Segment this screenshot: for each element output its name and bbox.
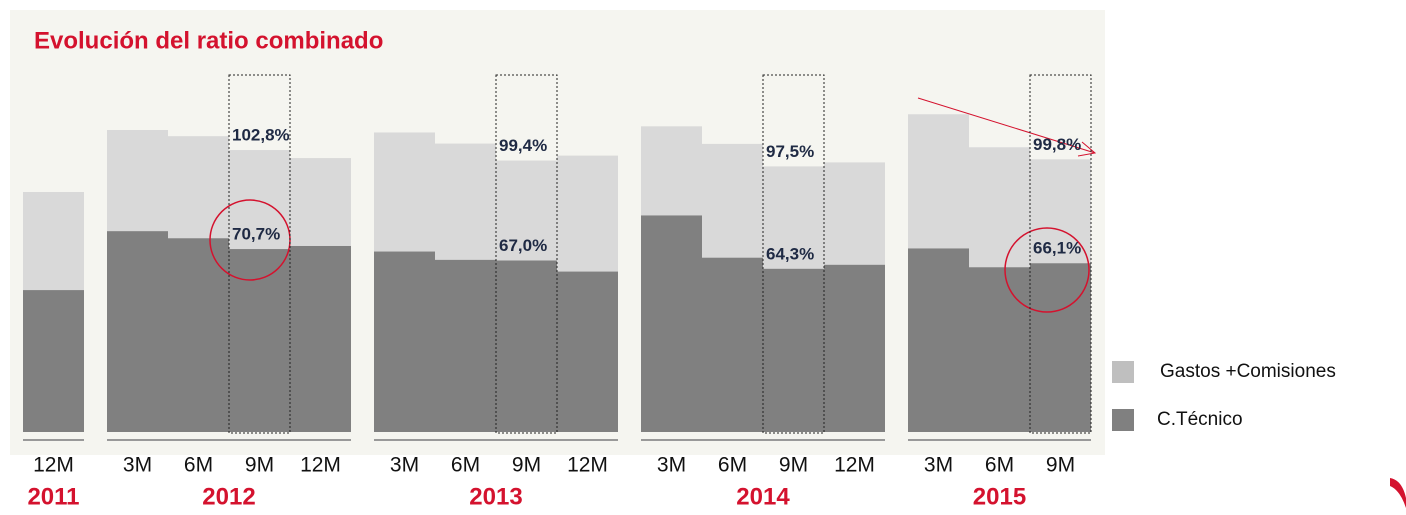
- year-label: 2013: [469, 483, 522, 510]
- bar: [702, 257, 763, 432]
- value-label: 97,5%: [766, 142, 814, 161]
- bar: [168, 238, 229, 432]
- x-tick-label: 6M: [985, 454, 1014, 477]
- bar: [641, 215, 702, 432]
- x-tick-label: 3M: [123, 454, 152, 477]
- value-label: 64,3%: [766, 244, 814, 263]
- x-tick-label: 3M: [390, 454, 419, 477]
- arrow-head: [1077, 141, 1097, 157]
- bar: [557, 271, 618, 432]
- logo-fragment: [1390, 478, 1406, 508]
- x-tick-label: 12M: [834, 454, 875, 477]
- legend-label: Gastos +Comisiones: [1160, 361, 1336, 382]
- x-tick-label: 9M: [512, 454, 541, 477]
- bar: [23, 290, 84, 432]
- x-tick-label: 12M: [567, 454, 608, 477]
- bar: [374, 251, 435, 432]
- highlight-circle: [1004, 227, 1090, 313]
- x-tick-label: 6M: [451, 454, 480, 477]
- year-label: 2012: [202, 483, 255, 510]
- bar: [763, 268, 824, 432]
- value-label: 102,8%: [232, 126, 290, 145]
- x-tick-label: 9M: [779, 454, 808, 477]
- value-label: 66,1%: [1033, 239, 1081, 258]
- value-label: 70,7%: [232, 225, 280, 244]
- x-tick-label: 9M: [245, 454, 274, 477]
- year-label: 2014: [736, 483, 790, 510]
- legend-swatch: [1112, 409, 1134, 431]
- x-tick-label: 6M: [184, 454, 213, 477]
- chart-title: Evolución del ratio combinado: [34, 27, 383, 54]
- value-label: 99,8%: [1033, 135, 1081, 154]
- year-label: 2015: [973, 483, 1026, 510]
- x-tick-label: 12M: [33, 454, 74, 477]
- x-tick-label: 3M: [657, 454, 686, 477]
- x-tick-label: 6M: [718, 454, 747, 477]
- bar: [229, 249, 290, 432]
- bar: [107, 231, 168, 432]
- year-label: 2011: [27, 483, 79, 510]
- x-tick-label: 12M: [300, 454, 341, 477]
- bar: [496, 260, 557, 432]
- value-label: 99,4%: [499, 136, 547, 155]
- highlight-box: [495, 74, 558, 434]
- bar: [1030, 263, 1091, 432]
- highlight-box: [1029, 74, 1092, 434]
- highlight-box: [762, 74, 825, 434]
- bar: [969, 267, 1030, 432]
- bar: [824, 264, 885, 432]
- bars: [23, 114, 1091, 433]
- arrow: [917, 97, 1096, 154]
- highlight-box: [228, 74, 291, 434]
- value-label: 67,0%: [499, 236, 547, 255]
- bar: [290, 245, 351, 432]
- bar: [908, 248, 969, 432]
- bar: [435, 259, 496, 432]
- legend-label: C.Técnico: [1157, 409, 1243, 430]
- x-tick-label: 3M: [924, 454, 953, 477]
- x-tick-label: 9M: [1046, 454, 1075, 477]
- legend-swatch: [1112, 361, 1134, 383]
